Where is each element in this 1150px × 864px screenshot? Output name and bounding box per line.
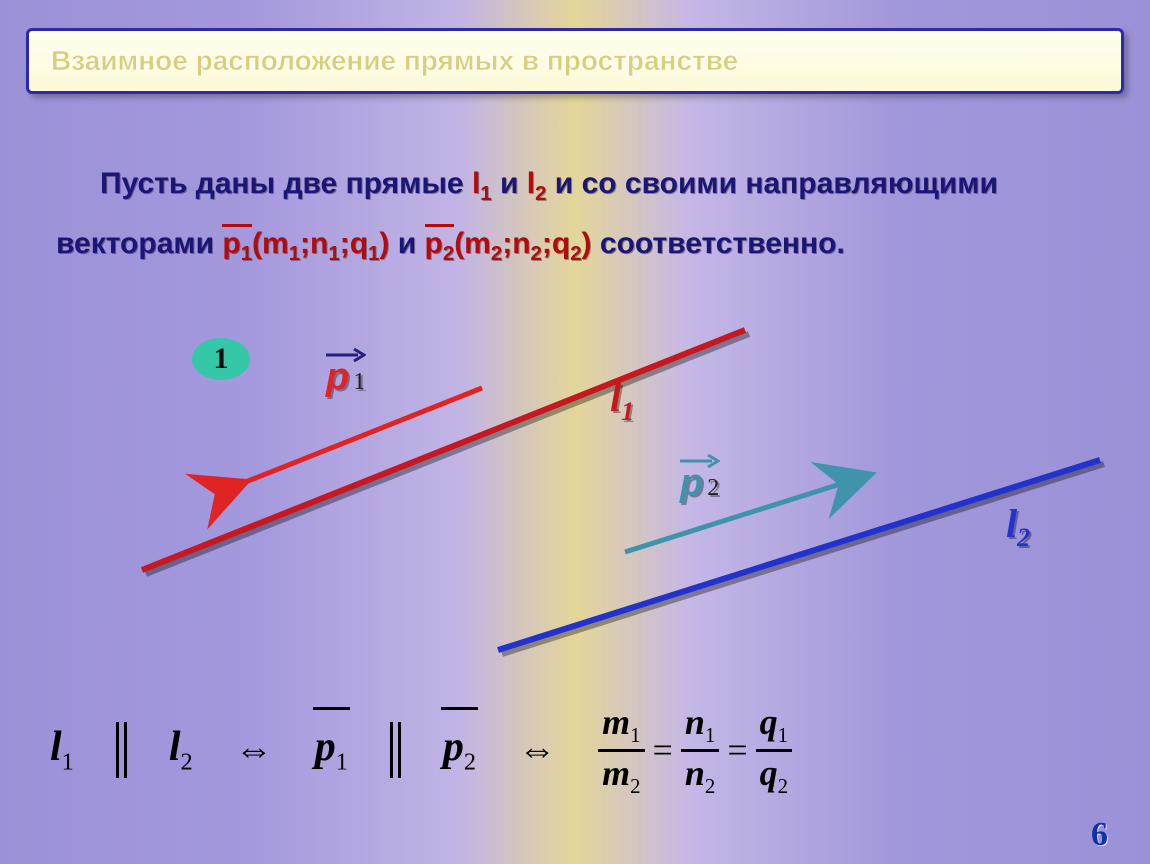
formula-p2: p2 bbox=[443, 723, 476, 776]
p2-coords: (m2;n2;q2) bbox=[454, 227, 591, 260]
l2: l2 bbox=[527, 167, 547, 200]
title-box: Взаимное расположение прямых в пространс… bbox=[26, 28, 1124, 94]
step-badge: 1 bbox=[192, 338, 250, 380]
vec-p1-arrow-icon bbox=[324, 346, 366, 362]
iff-2: ⇔ bbox=[518, 728, 556, 772]
step-badge-label: 1 bbox=[214, 342, 229, 376]
eq-1: = bbox=[653, 729, 673, 771]
formula-row: l1 l2 ⇔ p1 p2 ⇔ m1 m2 = n1 n2 = q1 q2 bbox=[50, 685, 1110, 815]
slide-title: Взаимное расположение прямых в пространс… bbox=[51, 45, 738, 77]
diagram-area: 1 p1 l1 p2 l2 bbox=[0, 300, 1150, 680]
vec-p2-arrow-icon bbox=[678, 452, 720, 468]
diagram-svg bbox=[0, 300, 1150, 680]
frac-n: n1 n2 bbox=[681, 701, 719, 798]
l1: l1 bbox=[472, 167, 492, 200]
body-paragraph: Пусть даны две прямые l1 и l2 и со своим… bbox=[56, 155, 1094, 275]
frac-m: m1 m2 bbox=[598, 701, 644, 798]
line-l2 bbox=[498, 460, 1100, 650]
vector-p2 bbox=[625, 474, 872, 552]
formula-l2: l2 bbox=[169, 723, 193, 776]
vec-p2-label: p2 bbox=[680, 462, 719, 505]
line-l1-label: l1 bbox=[610, 374, 634, 427]
page-number: 6 bbox=[1091, 816, 1108, 854]
parallel-icon-2 bbox=[390, 722, 401, 778]
frac-q: q1 q2 bbox=[756, 701, 792, 798]
t1: Пусть даны две прямые bbox=[100, 167, 472, 200]
formula-l1: l1 bbox=[50, 723, 74, 776]
vec-p1-label: p1 bbox=[326, 356, 365, 399]
t2: и bbox=[492, 167, 527, 200]
formula-ratios: m1 m2 = n1 n2 = q1 q2 bbox=[598, 701, 792, 798]
parallel-icon bbox=[116, 722, 127, 778]
p1-coords: (m1;n1;q1) bbox=[252, 227, 389, 260]
vector-p1 bbox=[238, 388, 482, 485]
line-l2-label: l2 bbox=[1006, 500, 1030, 553]
t5: соответственно. bbox=[592, 227, 845, 260]
iff-1: ⇔ bbox=[235, 728, 273, 772]
p2-vec: p2 bbox=[425, 227, 455, 260]
eq-2: = bbox=[727, 729, 747, 771]
formula-p1: p1 bbox=[315, 723, 348, 776]
t4: и bbox=[389, 227, 424, 260]
p1-vec: p1 bbox=[222, 227, 252, 260]
